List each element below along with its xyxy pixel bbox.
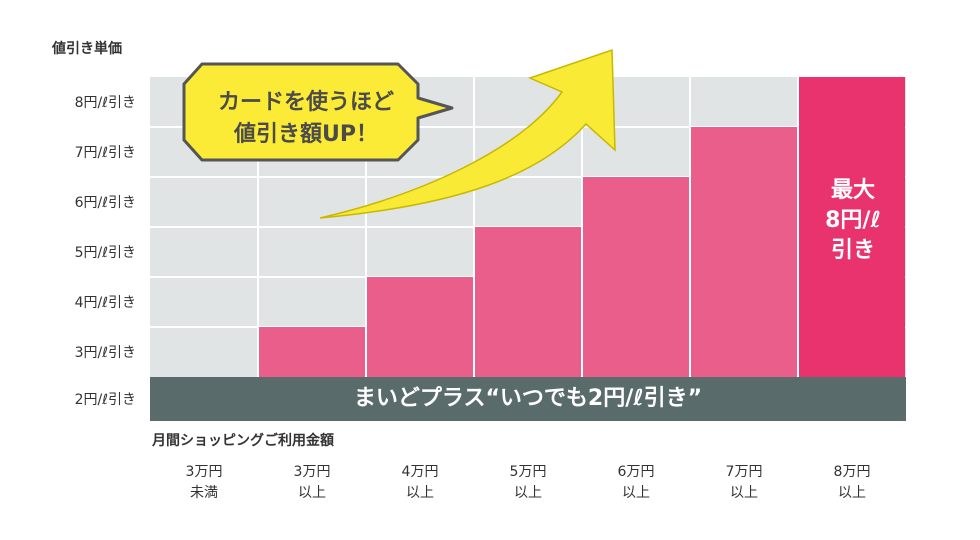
max-label-line-2: 8円/ℓ bbox=[825, 208, 881, 233]
y-tick-label: 2円/ℓ引き bbox=[75, 392, 136, 408]
x-tick-label: 4万円 bbox=[402, 464, 439, 480]
x-tick-label: 未満 bbox=[190, 485, 218, 501]
x-axis-title: 月間ショッピングご利用金額 bbox=[152, 433, 334, 449]
y-axis-title: 値引き単価 bbox=[52, 41, 122, 57]
x-tick-label: 以上 bbox=[406, 485, 434, 501]
x-tick-label: 5万円 bbox=[510, 464, 547, 480]
bar-2 bbox=[259, 327, 365, 377]
max-label-line-3: 引き bbox=[830, 238, 875, 263]
x-tick-label: 以上 bbox=[298, 485, 326, 501]
x-tick-label: 6万円 bbox=[618, 464, 655, 480]
y-tick-label: 4円/ℓ引き bbox=[75, 295, 136, 311]
y-axis-ticks: 2円/ℓ引き 3円/ℓ引き 4円/ℓ引き 5円/ℓ引き 6円/ℓ引き 7円/ℓ引き 8円/ℓ… bbox=[75, 95, 136, 408]
bar-3 bbox=[367, 277, 473, 377]
bar-7 bbox=[799, 77, 905, 377]
bar-6 bbox=[691, 127, 797, 377]
x-tick-label: 3万円 bbox=[294, 464, 331, 480]
x-tick-label: 3万円 bbox=[186, 464, 223, 480]
bar-5 bbox=[583, 177, 689, 377]
y-tick-label: 8円/ℓ引き bbox=[75, 95, 136, 111]
y-tick-label: 7円/ℓ引き bbox=[75, 145, 136, 161]
x-tick-label: 7万円 bbox=[726, 464, 763, 480]
x-tick-label: 以上 bbox=[514, 485, 542, 501]
x-tick-label: 8万円 bbox=[834, 464, 871, 480]
x-tick-label: 以上 bbox=[622, 485, 650, 501]
chart-bars bbox=[259, 77, 905, 377]
bar-4 bbox=[475, 227, 581, 377]
y-tick-label: 3円/ℓ引き bbox=[75, 345, 136, 361]
x-tick-label: 以上 bbox=[838, 485, 866, 501]
callout-line-1: カードを使うほど bbox=[217, 90, 394, 115]
callout-bubble bbox=[182, 62, 454, 162]
max-label-line-1: 最大 bbox=[830, 178, 875, 203]
increase-arrow-icon bbox=[319, 48, 616, 219]
base-discount-banner bbox=[150, 377, 906, 421]
x-tick-label: 以上 bbox=[730, 485, 758, 501]
base-discount-label: まいどプラス“いつでも2円/ℓ引き” bbox=[353, 386, 703, 411]
y-tick-label: 5円/ℓ引き bbox=[75, 245, 136, 261]
callout-line-2: 値引き額UP！ bbox=[234, 122, 378, 147]
y-tick-label: 6円/ℓ引き bbox=[75, 195, 136, 211]
